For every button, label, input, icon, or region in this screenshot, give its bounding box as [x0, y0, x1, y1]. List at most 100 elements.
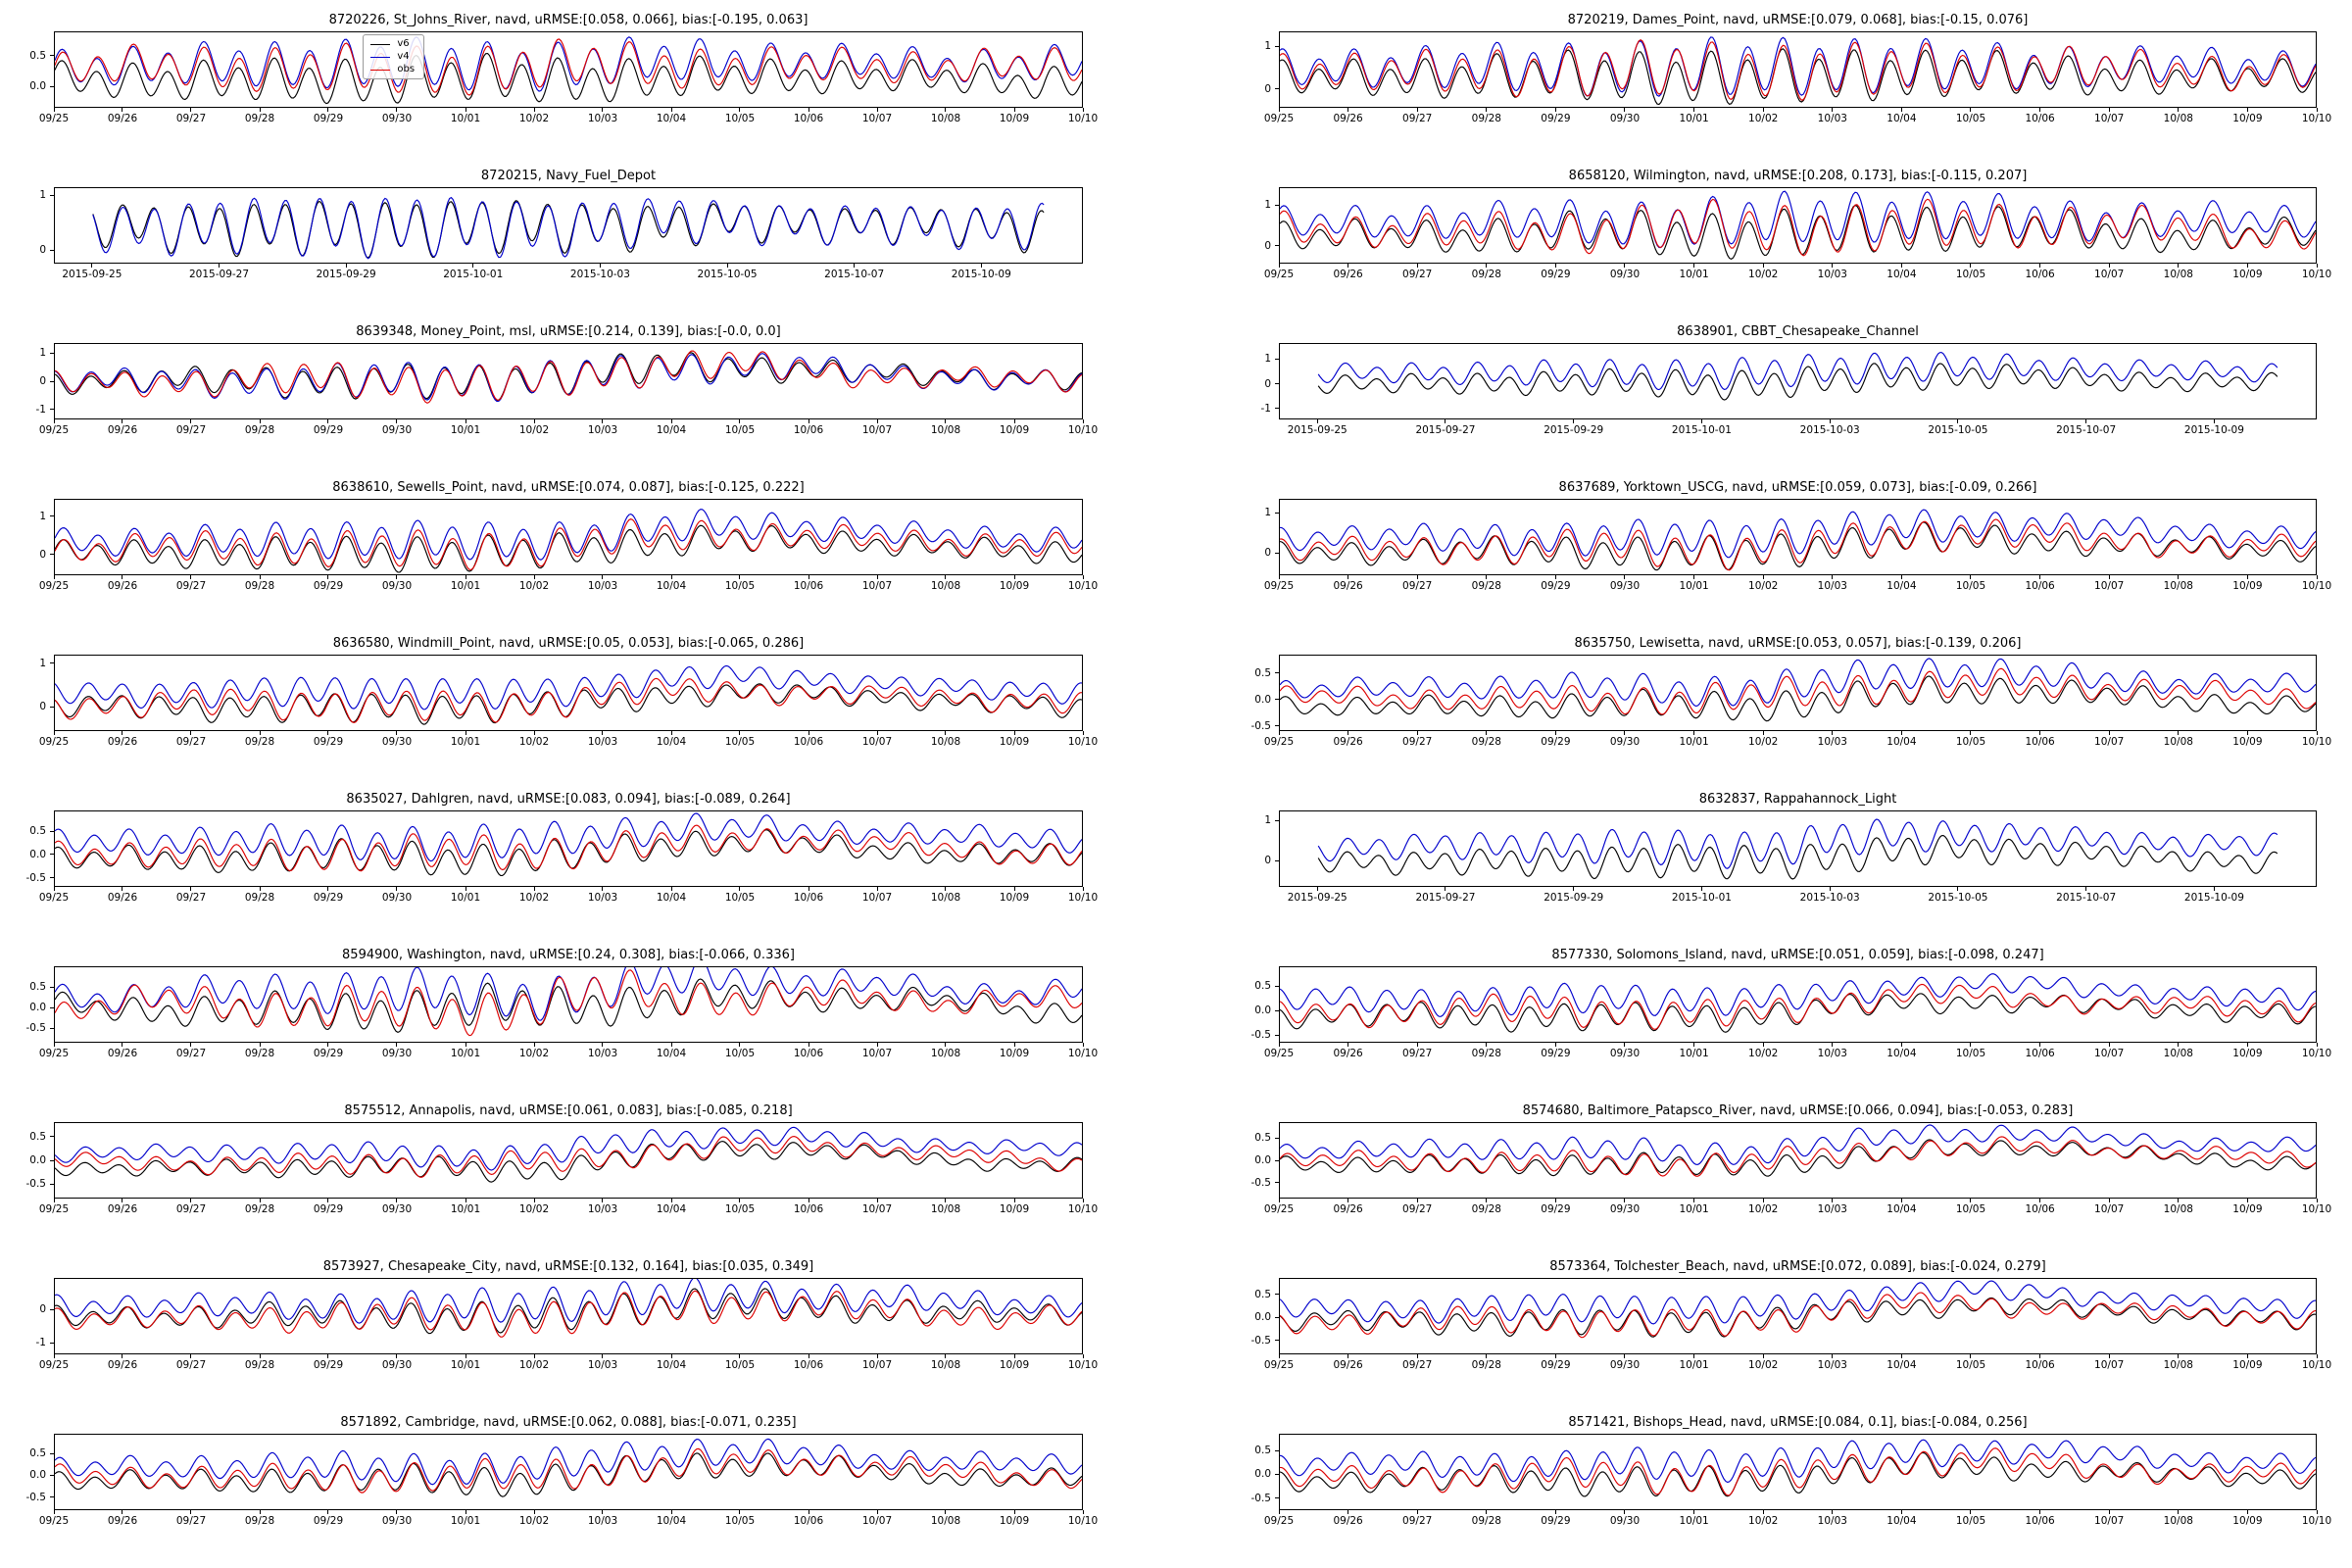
plot-area: [1279, 966, 2317, 1043]
x-tick-label: 10/03: [1817, 269, 1847, 280]
x-tick-mark: [1082, 1043, 1084, 1047]
y-tick-mark: [50, 1342, 54, 1344]
x-axis: 09/25 09/26 09/27 09/28 09/29 09/30 10/01 10/02…: [1264, 1043, 2331, 1060]
y-tick-label: 1: [39, 657, 46, 669]
x-tick-mark: [670, 1199, 672, 1202]
series-v6-line: [55, 1289, 1082, 1334]
plot-area: [54, 1278, 1083, 1354]
x-tick-label: 10/02: [518, 424, 550, 436]
y-tick-label: 1: [1264, 353, 1271, 366]
series-obs-line: [1280, 40, 2316, 101]
x-tick-label: 10/07: [861, 736, 893, 748]
x-tick-mark: [190, 1354, 192, 1358]
x-tick-label: 10/01: [450, 1048, 481, 1059]
subplot-8639348: 8639348, Money_Point, msl, uRMSE:[0.214,…: [0, 316, 1099, 471]
x-tick-label: 10/09: [2232, 113, 2263, 124]
y-tick-label: -0.5: [1250, 719, 1272, 732]
x-tick-mark: [1900, 1354, 1902, 1358]
y-tick-mark: [1275, 1294, 1279, 1296]
x-tick-mark: [945, 887, 947, 891]
x-axis: 09/25 09/26 09/27 09/28 09/29 09/30 10/01 10/02…: [1264, 1354, 2331, 1372]
x-tick-label: 10/05: [1955, 1203, 1986, 1215]
x-tick-mark: [190, 575, 192, 579]
x-tick-label: 10/05: [724, 1203, 756, 1215]
x-tick-label: 09/26: [107, 424, 138, 436]
x-tick-label: 09/29: [313, 1048, 344, 1059]
y-tick-mark: [50, 1308, 54, 1310]
x-tick-label: 10/08: [930, 1048, 961, 1059]
x-tick-mark: [327, 731, 329, 735]
x-tick-label: 10/09: [999, 113, 1030, 124]
x-tick-label: 09/29: [313, 424, 344, 436]
x-tick-mark: [533, 575, 535, 579]
series-v6-line: [1318, 836, 2278, 879]
x-tick-label: 09/27: [1402, 113, 1433, 124]
x-tick-mark: [980, 264, 982, 268]
y-tick-mark: [50, 194, 54, 196]
y-tick-label: 0.0: [29, 848, 46, 860]
series-obs-line: [55, 970, 1082, 1036]
plot-area: [54, 187, 1083, 264]
x-axis: 09/25 09/26 09/27 09/28 09/29 09/30 10/01 10/02…: [39, 1043, 1098, 1060]
chart-title: 8635750, Lewisetta, navd, uRMSE:[0.053, …: [1574, 636, 2022, 651]
y-tick-label: 0.0: [1254, 693, 1271, 706]
x-tick-label: 10/02: [1748, 269, 1779, 280]
x-tick-mark: [1900, 1199, 1902, 1202]
x-tick-label: 10/10: [1067, 580, 1099, 592]
plot-area: [1279, 1434, 2317, 1510]
chart-title: 8594900, Washington, navd, uRMSE:[0.24, …: [342, 948, 795, 962]
plot-canvas: [1280, 500, 2316, 574]
x-tick-mark: [739, 419, 741, 423]
x-tick-mark: [2178, 1199, 2180, 1202]
chart-title: 8571892, Cambridge, navd, uRMSE:[0.062, …: [340, 1415, 797, 1430]
x-tick-mark: [396, 731, 398, 735]
x-tick-label: 09/27: [175, 113, 207, 124]
x-axis: 09/25 09/26 09/27 09/28 09/29 09/30 10/01 10/02…: [39, 1199, 1098, 1216]
plot-canvas: [55, 967, 1082, 1042]
x-tick-label: 10/04: [1886, 1048, 1917, 1059]
y-tick-mark: [1275, 699, 1279, 701]
x-tick-label: 09/29: [1541, 1203, 1571, 1215]
x-tick-label: 10/01: [450, 1515, 481, 1527]
x-tick-mark: [1486, 1354, 1488, 1358]
chart-title: 8638610, Sewells_Point, navd, uRMSE:[0.0…: [332, 480, 805, 495]
x-tick-mark: [259, 1354, 261, 1358]
x-tick-label: 10/08: [2163, 113, 2193, 124]
x-tick-label: 10/07: [861, 1359, 893, 1371]
x-tick-mark: [259, 731, 261, 735]
x-tick-label: 09/30: [381, 1048, 413, 1059]
y-tick-label: 0.5: [29, 1447, 46, 1460]
x-tick-mark: [726, 264, 728, 268]
x-tick-label: 09/28: [244, 580, 275, 592]
x-tick-label: 09/30: [381, 892, 413, 904]
x-tick-label: 09/28: [244, 892, 275, 904]
x-tick-label: 10/10: [1067, 892, 1099, 904]
x-tick-mark: [1829, 419, 1831, 423]
x-tick-mark: [327, 1043, 329, 1047]
x-tick-mark: [602, 1354, 604, 1358]
plot-wrap: -0.5 0.0 0.5: [1181, 1278, 2317, 1354]
x-tick-mark: [2039, 1043, 2041, 1047]
x-tick-mark: [53, 1510, 55, 1514]
x-tick-mark: [1013, 731, 1015, 735]
x-tick-mark: [2039, 1199, 2041, 1202]
x-tick-label: 2015-09-25: [1287, 424, 1348, 436]
y-tick-mark: [50, 877, 54, 879]
y-tick-mark: [50, 380, 54, 382]
x-tick-label: 10/07: [2094, 1515, 2125, 1527]
y-tick-mark: [50, 249, 54, 251]
x-tick-label: 10/09: [2232, 1359, 2263, 1371]
plot-area: [54, 810, 1083, 887]
series-v4-line: [1318, 353, 2278, 390]
y-axis: -0.5 0.0 0.5: [0, 966, 54, 1043]
x-tick-label: 10/08: [2163, 1359, 2193, 1371]
y-tick-label: 0.0: [29, 80, 46, 93]
series-v6-line: [1280, 676, 2316, 721]
x-tick-label: 2015-10-05: [1928, 424, 1988, 436]
x-tick-mark: [1970, 1043, 1972, 1047]
x-tick-label: 10/01: [450, 424, 481, 436]
x-tick-label: 10/06: [2025, 1359, 2055, 1371]
x-tick-label: 10/01: [450, 1359, 481, 1371]
x-tick-mark: [1693, 1354, 1695, 1358]
